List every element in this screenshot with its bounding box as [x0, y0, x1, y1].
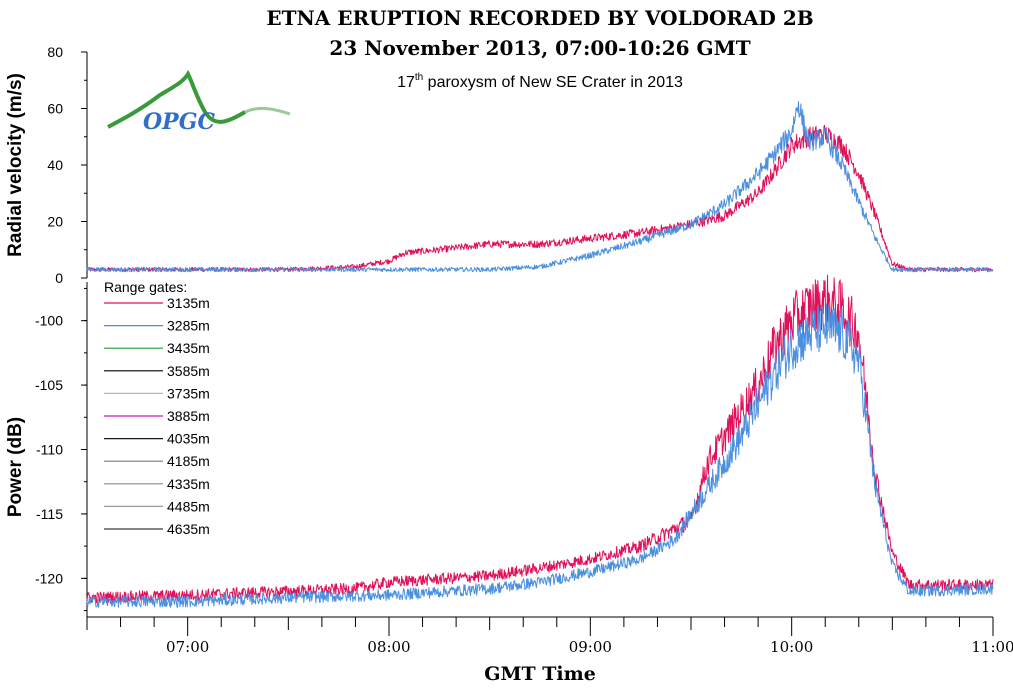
x-tick-label: 11:00	[971, 638, 1013, 656]
annotation-superscript: th	[415, 72, 423, 83]
velocity-y-tick-label: 0	[55, 270, 63, 286]
x-tick-label: 09:00	[569, 638, 612, 656]
legend-label: 4485m	[167, 498, 210, 514]
legend-label: 3885m	[167, 408, 210, 424]
power-y-tick-label: -100	[35, 313, 63, 329]
legend-label: 3285m	[167, 318, 210, 334]
power-y-ticks: -120 -115 -110 -105 -100	[35, 287, 87, 612]
velocity-series	[86, 101, 994, 273]
power-y-axis-title: Power (dB)	[5, 417, 26, 517]
legend-label: 3135m	[167, 295, 210, 311]
power-panel: -120 -115 -110 -105 -100 07:00 08:00 09:00 10:0…	[5, 274, 1013, 685]
velocity-y-tick-label: 80	[47, 44, 63, 60]
logo-volcano-stroke	[107, 69, 247, 129]
power-y-tick-label: -115	[36, 506, 63, 522]
logo-text: OPGC	[143, 109, 215, 135]
x-tick-label: 07:00	[166, 638, 209, 656]
velocity-y-ticks: 0 20 40 60 80	[47, 44, 87, 286]
x-axis-title: GMT Time	[484, 663, 596, 685]
power-y-tick-label: -110	[36, 442, 63, 458]
vel-series-line-3285m	[86, 101, 994, 273]
velocity-y-tick-label: 40	[47, 157, 63, 173]
legend-label: 4635m	[167, 521, 210, 537]
power-series	[86, 274, 994, 608]
annotation-ordinal: 17	[397, 74, 415, 91]
velocity-y-tick-label: 20	[47, 214, 63, 230]
legend-label: 4335m	[167, 476, 210, 492]
legend-label: 3735m	[167, 385, 210, 401]
annotation-rest: paroxysm of New SE Crater in 2013	[423, 74, 683, 91]
legend-label: 3435m	[167, 340, 210, 356]
power-y-tick-label: -120	[35, 570, 63, 586]
volcano-logo-icon: OPGC	[107, 69, 291, 135]
pow-series-line-3285m	[86, 303, 994, 608]
legend-title: Range gates:	[104, 279, 187, 295]
logo-plume-stroke	[244, 106, 291, 116]
pow-series-line-3135m	[86, 274, 994, 604]
chart-title: ETNA ERUPTION RECORDED BY VOLDORAD 2B	[266, 6, 813, 30]
velocity-panel: 0 20 40 60 80 Radial velocity (m/s)	[5, 44, 994, 286]
legend: Range gates: 3135m 3285m 3435m 3585m 3735m 38…	[104, 279, 210, 537]
power-y-tick-label: -105	[35, 377, 63, 393]
legend-entries: 3135m 3285m 3435m 3585m 3735m 3885m 4035m 4185m…	[104, 295, 210, 537]
legend-label: 4185m	[167, 453, 210, 469]
annotation-text: 17th paroxysm of New SE Crater in 2013	[397, 72, 683, 91]
chart-subtitle: 23 November 2013, 07:00-10:26 GMT	[329, 36, 750, 60]
vel-series-line-3135m	[86, 124, 994, 273]
x-tick-label: 08:00	[367, 638, 410, 656]
x-tick-label: 10:00	[770, 638, 813, 656]
x-ticks: 07:00 08:00 09:00 10:00 11:00	[86, 617, 1013, 656]
legend-label: 3585m	[167, 363, 210, 379]
velocity-y-tick-label: 60	[47, 101, 63, 117]
legend-label: 4035m	[167, 431, 210, 447]
velocity-y-axis-title: Radial velocity (m/s)	[5, 73, 26, 257]
